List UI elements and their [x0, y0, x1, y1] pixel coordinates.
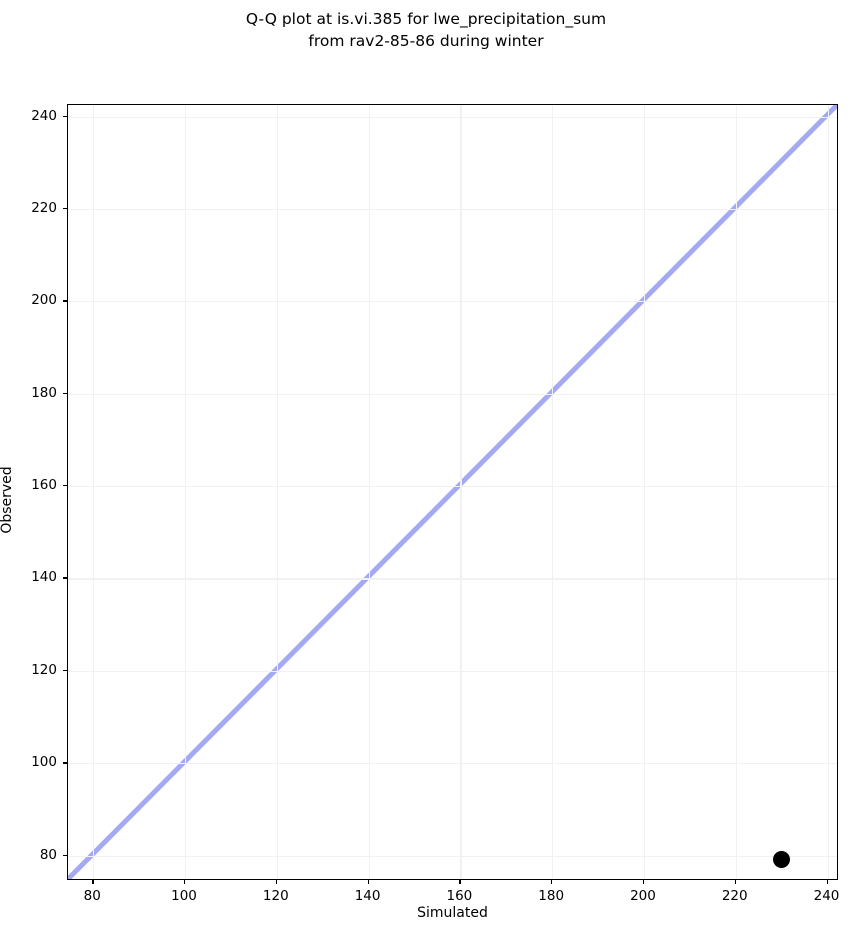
data-point	[773, 850, 791, 868]
x-axis-tick	[459, 880, 461, 884]
gridline-vertical	[93, 105, 95, 879]
x-axis-tick	[92, 880, 94, 884]
gridline-vertical	[276, 105, 278, 879]
y-axis-tick-label: 80	[39, 846, 57, 863]
gridline-horizontal	[68, 301, 837, 303]
y-axis-tick-label: 160	[31, 477, 57, 494]
x-axis-tick-label: 240	[813, 888, 840, 904]
y-axis-tick-label: 240	[31, 107, 57, 124]
y-axis-tick-label: 220	[31, 199, 57, 216]
x-axis-tick	[826, 880, 828, 884]
y-axis-tick-label: 180	[31, 384, 57, 401]
y-axis-tick	[63, 392, 67, 394]
reference-line	[68, 105, 837, 879]
gridline-horizontal	[68, 578, 837, 580]
gridline-vertical	[643, 105, 646, 879]
gridline-horizontal	[68, 116, 837, 118]
plot-area	[67, 104, 838, 880]
x-axis-tick	[184, 880, 186, 884]
x-axis-tick	[642, 880, 645, 884]
x-axis-tick	[734, 880, 737, 884]
gridline-vertical	[827, 105, 829, 879]
y-axis-tick	[63, 207, 67, 210]
x-axis-tick-label: 200	[630, 888, 656, 904]
x-axis-label: Simulated	[417, 905, 488, 921]
chart-title: Q-Q plot at is.vi.385 for lwe_precipitat…	[245, 10, 607, 50]
y-axis-tick-label: 140	[31, 569, 57, 586]
y-axis-tick	[63, 762, 67, 764]
x-axis-tick-label: 120	[262, 888, 289, 904]
y-axis-tick	[63, 577, 67, 579]
gridline-horizontal	[68, 670, 837, 673]
x-axis-tick-label: 180	[538, 888, 565, 904]
x-axis-tick-label: 160	[446, 888, 473, 904]
gridline-horizontal	[68, 208, 837, 211]
gridline-vertical	[185, 105, 187, 879]
y-axis-tick	[63, 485, 67, 487]
y-axis-tick	[63, 854, 67, 856]
y-axis-tick-label: 200	[31, 292, 57, 309]
gridline-horizontal	[68, 486, 837, 488]
y-axis-tick-label: 100	[31, 754, 57, 771]
x-axis-tick	[367, 880, 369, 884]
gridline-vertical	[460, 105, 462, 879]
x-axis-tick-label: 220	[721, 888, 748, 904]
x-axis-tick-label: 140	[354, 888, 381, 904]
y-axis-tick-label: 120	[31, 661, 57, 678]
gridline-horizontal	[68, 763, 837, 765]
y-axis-tick	[63, 115, 67, 117]
gridline-vertical	[735, 105, 737, 879]
y-axis-tick	[63, 669, 67, 672]
x-axis-tick-label: 100	[171, 888, 197, 904]
gridline-vertical	[552, 105, 554, 879]
x-axis-tick-label: 80	[83, 888, 101, 904]
y-axis-tick	[63, 300, 67, 302]
x-axis-tick	[275, 880, 278, 884]
gridline-horizontal	[68, 855, 837, 857]
gridline-horizontal	[68, 393, 837, 395]
x-axis-tick	[551, 880, 553, 884]
gridline-vertical	[368, 105, 370, 879]
